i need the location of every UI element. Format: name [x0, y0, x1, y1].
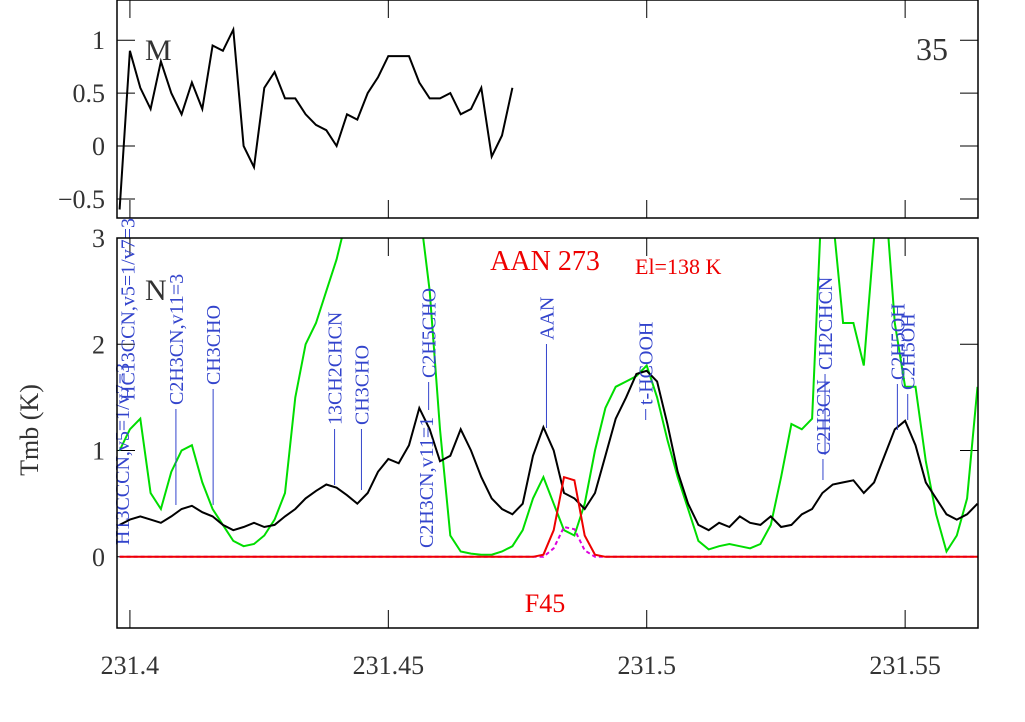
panel-label: N [145, 274, 167, 307]
line-id-label: C2H3CN,v11=3 [166, 274, 188, 405]
y-tick-label: −0.5 [58, 185, 105, 214]
x-tick-label: 231.45 [353, 651, 425, 680]
y-tick-label: 0 [92, 543, 105, 572]
y-tick-label: 3 [92, 224, 105, 253]
line-id-label: C2H3CN [813, 379, 835, 455]
x-tick-label: 231.4 [101, 651, 160, 680]
y-tick-label: 2 [92, 330, 105, 359]
y-tick-label: 1 [92, 437, 105, 466]
annotation: F45 [525, 589, 565, 618]
line-id-label: C2H5OH [898, 313, 920, 390]
line-id-label: AAN [536, 297, 558, 340]
panel-label: M [145, 34, 172, 67]
spectrum-line [119, 369, 978, 532]
panel-frame [116, 0, 979, 219]
annotation: El=138 K [635, 254, 721, 279]
line-id-label: CH3CHO [203, 305, 225, 385]
y-axis-label: Tmb (K) [15, 384, 44, 476]
y-tick-label: 0 [92, 132, 105, 161]
line-id-label: HC13CCN,v5=1/v7=3 [117, 218, 139, 400]
panel-frame [116, 237, 979, 629]
y-tick-label: 0.5 [73, 79, 106, 108]
spectrum-line [118, 25, 514, 210]
panel-number: 35 [916, 31, 948, 67]
plot-area [118, 25, 514, 210]
line-id-label: C2H3CN,v11=1 [416, 417, 438, 548]
line-id-label: 13CH2CHCN [325, 312, 347, 425]
x-tick-label: 231.55 [869, 651, 941, 680]
annotation: AAN 273 [490, 246, 600, 277]
plot-area [118, 238, 978, 558]
y-tick-label: 1 [92, 26, 105, 55]
x-tick-label: 231.5 [617, 651, 676, 680]
line-id-label: C2H5CHO [419, 288, 441, 378]
spectrum-line [118, 238, 978, 556]
line-id-label: CH2CHCN [815, 277, 837, 370]
line-id-label: CH3CHO [351, 345, 373, 425]
line-id-label: C2H5OH [887, 303, 909, 380]
spectrum-line [119, 475, 978, 558]
line-id-label: t-HCOOH [636, 322, 658, 405]
